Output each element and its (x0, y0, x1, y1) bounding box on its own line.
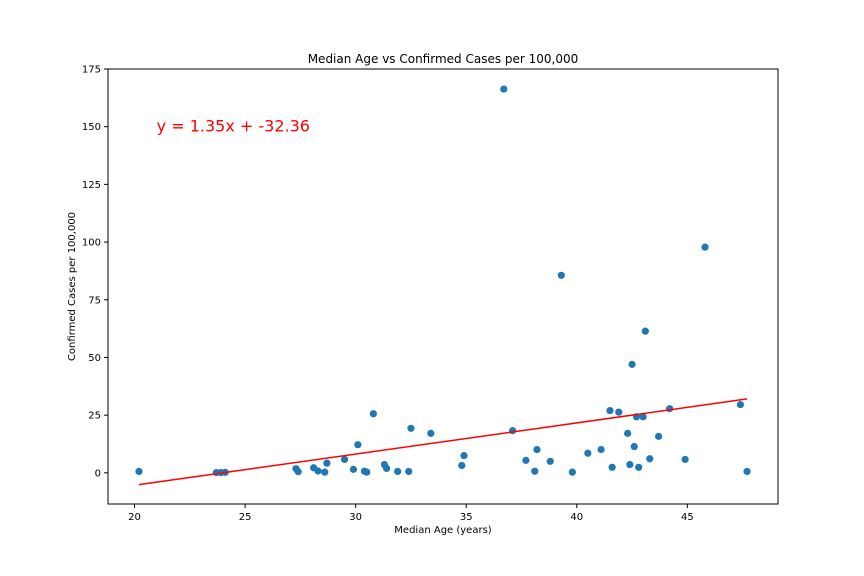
regression-equation: y = 1.35x + -32.36 (157, 116, 310, 135)
data-point (314, 467, 322, 475)
data-point (427, 429, 435, 437)
data-point (407, 424, 415, 432)
regression-line (138, 398, 748, 486)
data-point (294, 468, 302, 476)
data-point (349, 465, 358, 473)
data-point (626, 460, 634, 469)
x-tick-label: 25 (239, 512, 252, 523)
data-point (736, 400, 745, 409)
x-axis: 20 25 30 35 40 45 (128, 504, 694, 523)
x-tick-label: 40 (570, 512, 583, 523)
data-point (654, 432, 663, 440)
data-point (369, 410, 377, 418)
data-point (628, 360, 636, 368)
y-axis-label: Confirmed Cases per 100,000 (67, 212, 78, 361)
data-point (546, 457, 554, 465)
data-point (568, 468, 576, 476)
data-point (509, 427, 517, 435)
data-point (641, 327, 649, 335)
data-point (363, 468, 371, 476)
regression-group (138, 398, 748, 486)
x-tick-label: 20 (128, 512, 141, 523)
chart-title: Median Age vs Confirmed Cases per 100,00… (308, 52, 579, 66)
y-tick-label: 50 (88, 353, 101, 364)
data-point (701, 243, 709, 251)
data-point (354, 441, 362, 449)
data-point (394, 467, 402, 476)
data-point (341, 455, 349, 464)
data-point (458, 461, 466, 470)
y-tick-label: 125 (82, 180, 101, 191)
y-tick-label: 150 (82, 122, 101, 133)
x-tick-label: 35 (460, 512, 473, 523)
plot-area (107, 68, 779, 505)
x-tick-label: 30 (349, 512, 362, 523)
data-point (743, 467, 751, 476)
data-point (630, 442, 638, 451)
data-point (597, 445, 605, 454)
data-point (606, 406, 614, 415)
data-point (615, 408, 623, 416)
data-point (557, 271, 565, 279)
data-point (531, 467, 539, 475)
data-point (135, 467, 143, 476)
data-point (681, 455, 689, 464)
y-tick-label: 25 (88, 411, 101, 422)
data-point (500, 85, 508, 93)
data-point (522, 456, 530, 464)
x-axis-label: Median Age (years) (394, 525, 491, 536)
data-point (666, 405, 674, 413)
data-point (383, 464, 391, 473)
x-tick-label: 45 (681, 512, 694, 523)
y-tick-label: 75 (88, 295, 101, 306)
data-point (608, 463, 616, 471)
data-point (624, 429, 632, 437)
y-axis: 0 25 50 75 100 125 150 175 (82, 65, 108, 479)
y-tick-label: 175 (82, 65, 101, 76)
data-point (460, 451, 468, 460)
plot-frame (107, 68, 779, 505)
y-tick-label: 0 (95, 468, 101, 479)
data-point (321, 468, 329, 476)
data-point (405, 467, 413, 476)
data-point (584, 449, 592, 457)
data-point (533, 445, 541, 454)
data-point (646, 455, 654, 463)
data-point (639, 413, 647, 421)
y-tick-label: 100 (82, 238, 101, 249)
data-point (635, 463, 643, 471)
data-point (323, 459, 331, 467)
